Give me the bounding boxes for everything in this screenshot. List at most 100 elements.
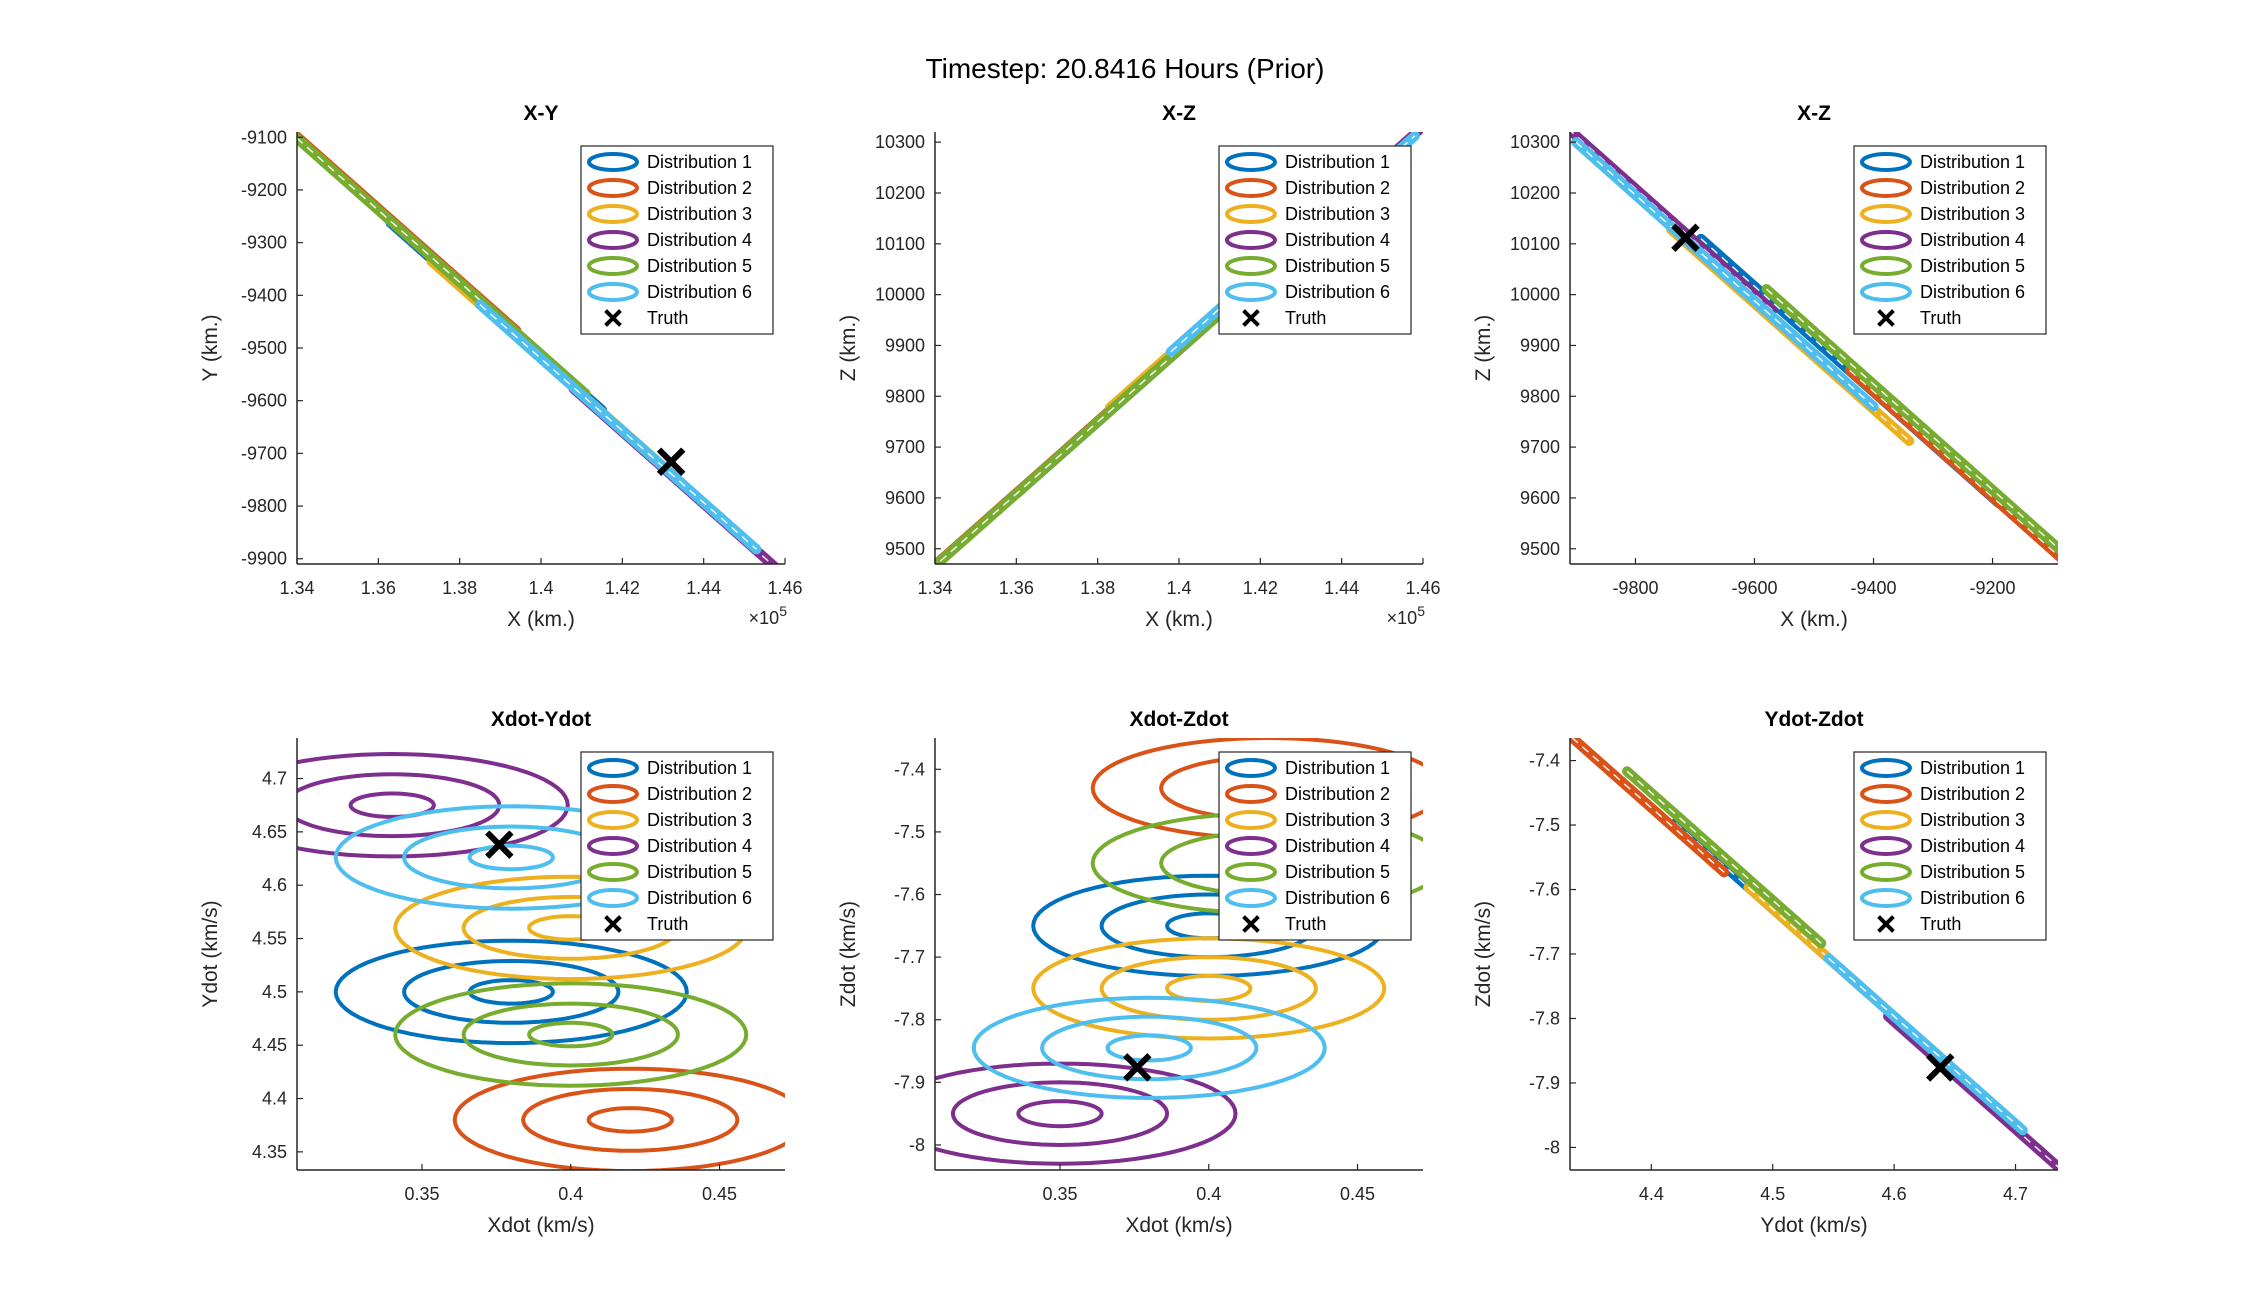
y-tick-label: -9200 — [241, 180, 287, 200]
legend-ellipse-inner — [598, 209, 628, 219]
legend-label: Distribution 2 — [647, 784, 752, 804]
legend-label: Distribution 1 — [647, 758, 752, 778]
legend-label: Distribution 4 — [1285, 836, 1390, 856]
series-distribution-4 — [935, 1061, 1238, 1166]
legend-truth-icon — [1877, 309, 1895, 327]
y-tick-label: -9600 — [241, 391, 287, 411]
covariance-ring-2 — [402, 824, 621, 891]
legend-label: Distribution 4 — [647, 836, 752, 856]
legend-label: Distribution 1 — [1920, 758, 2025, 778]
legend-box — [580, 145, 774, 335]
legend-label: Truth — [647, 308, 688, 328]
legend-ellipse-inner — [598, 893, 628, 903]
legend-item-distribution-3: Distribution 3 — [1225, 810, 1390, 830]
legend-item-distribution-6: Distribution 6 — [1225, 282, 1390, 302]
legend-label: Distribution 3 — [1920, 204, 2025, 224]
legend-ellipse-icon — [1860, 256, 1912, 276]
legend-label: Distribution 3 — [1285, 204, 1390, 224]
legend-item-distribution-6: Distribution 6 — [1860, 888, 2025, 908]
legend-label: Distribution 4 — [647, 230, 752, 250]
legend-ellipse-icon — [1860, 888, 1912, 908]
ellipse-axis — [1626, 770, 1822, 944]
x-axis-label: X (km.) — [1780, 608, 1848, 631]
x-tick-label: 4.4 — [1639, 1184, 1664, 1204]
legend-label: Distribution 1 — [1285, 758, 1390, 778]
y-axis-label: Z (km.) — [1472, 315, 1495, 381]
legend-label: Distribution 5 — [1920, 256, 2025, 276]
x-axis-label: Xdot (km/s) — [1125, 1214, 1232, 1237]
legend-ellipse-icon — [1860, 758, 1912, 778]
y-tick-label: 9800 — [885, 386, 925, 406]
legend-label: Distribution 6 — [647, 888, 752, 908]
series-distribution-6 — [1823, 953, 2028, 1136]
legend-box — [1853, 751, 2047, 941]
x-tick-label: 1.38 — [1080, 578, 1115, 598]
y-tick-label: 9800 — [1520, 386, 1560, 406]
legend-item-distribution-3: Distribution 3 — [587, 810, 752, 830]
legend-ellipse-inner — [1871, 815, 1901, 825]
y-tick-label: -9800 — [241, 496, 287, 516]
legend-ellipse-icon — [1225, 784, 1277, 804]
legend-label: Distribution 5 — [1920, 862, 2025, 882]
legend-item-distribution-6: Distribution 6 — [587, 282, 752, 302]
x-tick-label: 0.45 — [1340, 1184, 1375, 1204]
y-tick-label: 10200 — [1510, 183, 1560, 203]
x-exponent-label: ×105 — [749, 603, 788, 628]
y-tick-label: 10100 — [875, 234, 925, 254]
legend-label: Distribution 5 — [647, 862, 752, 882]
legend-ellipse-icon — [1860, 282, 1912, 302]
legend-item-distribution-3: Distribution 3 — [1860, 810, 2025, 830]
legend-ellipse-inner — [1871, 287, 1901, 297]
legend-ellipse-inner — [598, 867, 628, 877]
subplot-grid: 1.34 1.36 1.38 1.4 1.42 1.44 1.46 -9100 -9200 -93… — [199, 102, 2058, 1237]
legend-item-distribution-5: Distribution 5 — [1225, 256, 1390, 276]
x-tick-label: 1.34 — [279, 578, 314, 598]
legend-ellipse-icon — [1860, 152, 1912, 172]
covariance-ring-1 — [452, 1066, 785, 1170]
x-tick-label: 1.44 — [686, 578, 721, 598]
y-tick-label: 4.5 — [262, 982, 287, 1002]
subplot-title: X-Y — [523, 102, 558, 125]
subplot-title: Xdot-Zdot — [1129, 708, 1228, 731]
x-tick-label: 1.44 — [1324, 578, 1359, 598]
legend-ellipse-inner — [598, 841, 628, 851]
legend-label: Truth — [1920, 308, 1961, 328]
covariance-ring-1 — [393, 981, 749, 1088]
legend: Distribution 1 Distribution 2 Distribution… — [580, 751, 774, 941]
legend-item-distribution-2: Distribution 2 — [1860, 178, 2025, 198]
legend-label: Distribution 6 — [1920, 282, 2025, 302]
legend-item-distribution-6: Distribution 6 — [1860, 282, 2025, 302]
x-axis-label: Ydot (km/s) — [1760, 1214, 1867, 1237]
x-tick-label: 1.36 — [361, 578, 396, 598]
legend-ellipse-inner — [598, 763, 628, 773]
plot-area — [297, 751, 785, 1170]
subplot-title: X-Z — [1797, 102, 1831, 125]
plot-area — [1570, 132, 2058, 562]
legend-ellipse-inner — [1236, 841, 1266, 851]
y-tick-label: -7.7 — [894, 947, 925, 967]
legend-item-truth: Truth — [604, 914, 688, 934]
legend-ellipse-inner — [1236, 789, 1266, 799]
x-axis-label: X (km.) — [507, 608, 575, 631]
legend-ellipse-inner — [1236, 867, 1266, 877]
y-tick-label: 4.6 — [262, 875, 287, 895]
legend-ellipse-icon — [1225, 888, 1277, 908]
covariance-ring-3 — [527, 1020, 615, 1049]
truth-marker — [485, 830, 514, 859]
y-tick-label: 4.65 — [252, 822, 287, 842]
subplot-title: Ydot-Zdot — [1764, 708, 1863, 731]
legend-ellipse-inner — [598, 157, 628, 167]
legend-item-distribution-1: Distribution 1 — [1225, 152, 1390, 172]
legend-ellipse-inner — [1871, 183, 1901, 193]
x-exponent-power: 5 — [1417, 603, 1425, 619]
legend-ellipse-icon — [587, 758, 639, 778]
legend-ellipse-inner — [1871, 209, 1901, 219]
legend-label: Distribution 6 — [1285, 282, 1390, 302]
y-axis-label: Zdot (km/s) — [837, 901, 860, 1007]
y-tick-label: 4.7 — [262, 769, 287, 789]
x-tick-label: 1.4 — [528, 578, 553, 598]
legend-ellipse-inner — [1236, 183, 1266, 193]
y-tick-label: 9600 — [1520, 488, 1560, 508]
legend-ellipse-inner — [1236, 157, 1266, 167]
legend-ellipse-icon — [587, 784, 639, 804]
